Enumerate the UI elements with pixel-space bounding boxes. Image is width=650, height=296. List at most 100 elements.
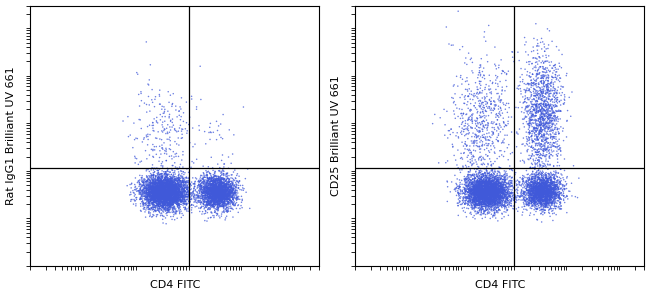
Point <box>542 190 552 195</box>
Point <box>148 200 158 205</box>
Point <box>171 193 181 198</box>
Point <box>149 191 159 196</box>
Point <box>216 191 226 196</box>
Point <box>205 186 215 191</box>
Point <box>224 189 235 194</box>
Point <box>517 105 527 110</box>
Point <box>164 193 175 197</box>
Point <box>125 133 135 137</box>
Point <box>224 200 234 204</box>
Point <box>495 195 505 200</box>
Point <box>483 192 493 197</box>
Point <box>177 187 187 192</box>
Point <box>167 206 177 210</box>
Point <box>162 198 173 202</box>
Point <box>473 187 483 192</box>
Point <box>156 189 166 194</box>
Point <box>532 38 543 42</box>
Point <box>213 194 223 199</box>
Point <box>540 201 550 206</box>
Point <box>214 195 224 200</box>
Point <box>169 186 179 190</box>
Point <box>480 187 490 192</box>
Point <box>461 177 471 182</box>
Point <box>147 185 157 190</box>
Point <box>146 190 157 195</box>
Point <box>200 181 210 185</box>
Point <box>536 193 546 198</box>
Point <box>544 104 554 109</box>
Point <box>146 195 157 200</box>
Point <box>510 188 520 193</box>
Point <box>142 203 153 208</box>
Point <box>529 87 539 91</box>
Point <box>216 200 226 205</box>
Point <box>219 191 229 196</box>
Point <box>493 184 504 189</box>
Point <box>495 194 505 199</box>
Point <box>551 99 562 103</box>
Point <box>214 191 224 196</box>
Point <box>474 176 485 181</box>
Point <box>552 139 563 144</box>
Point <box>190 182 200 186</box>
Point <box>482 194 493 199</box>
Point <box>159 202 170 207</box>
Point <box>541 120 551 125</box>
Point <box>545 195 555 200</box>
Point <box>471 185 482 190</box>
Point <box>162 198 173 203</box>
Point <box>172 195 183 200</box>
Point <box>530 186 541 191</box>
Point <box>476 210 487 215</box>
Point <box>486 192 496 197</box>
Point <box>532 184 542 189</box>
Point <box>443 136 453 140</box>
Point <box>467 187 477 192</box>
Point <box>152 192 162 196</box>
Point <box>148 198 159 203</box>
Point <box>479 184 489 189</box>
Point <box>547 194 557 199</box>
Point <box>138 202 148 207</box>
Point <box>142 178 153 183</box>
Point <box>483 138 493 142</box>
Point <box>148 193 159 197</box>
Point <box>215 185 226 189</box>
Point <box>529 181 539 185</box>
Point <box>150 203 160 208</box>
Point <box>470 200 480 205</box>
Point <box>218 196 229 201</box>
Point <box>538 187 549 192</box>
Point <box>482 182 492 186</box>
Point <box>543 194 554 199</box>
Point <box>204 188 214 193</box>
Point <box>150 196 160 200</box>
Point <box>176 199 186 204</box>
Point <box>539 42 549 46</box>
Point <box>217 191 228 195</box>
Point <box>224 200 234 205</box>
Point <box>528 197 538 201</box>
Point <box>168 209 179 214</box>
Point <box>218 194 229 199</box>
Point <box>530 199 540 204</box>
Point <box>213 181 223 185</box>
Point <box>168 185 179 190</box>
Point <box>141 186 151 191</box>
Point <box>543 193 554 198</box>
Point <box>475 183 486 188</box>
Point <box>470 204 480 208</box>
Point <box>504 105 514 110</box>
Point <box>478 201 489 205</box>
Point <box>159 190 170 195</box>
Point <box>226 179 237 184</box>
Point <box>179 202 190 207</box>
Point <box>162 183 173 188</box>
Point <box>220 201 230 206</box>
Point <box>531 200 541 205</box>
Point <box>159 186 170 191</box>
Point <box>192 195 202 200</box>
Point <box>553 194 564 198</box>
Point <box>146 207 156 212</box>
